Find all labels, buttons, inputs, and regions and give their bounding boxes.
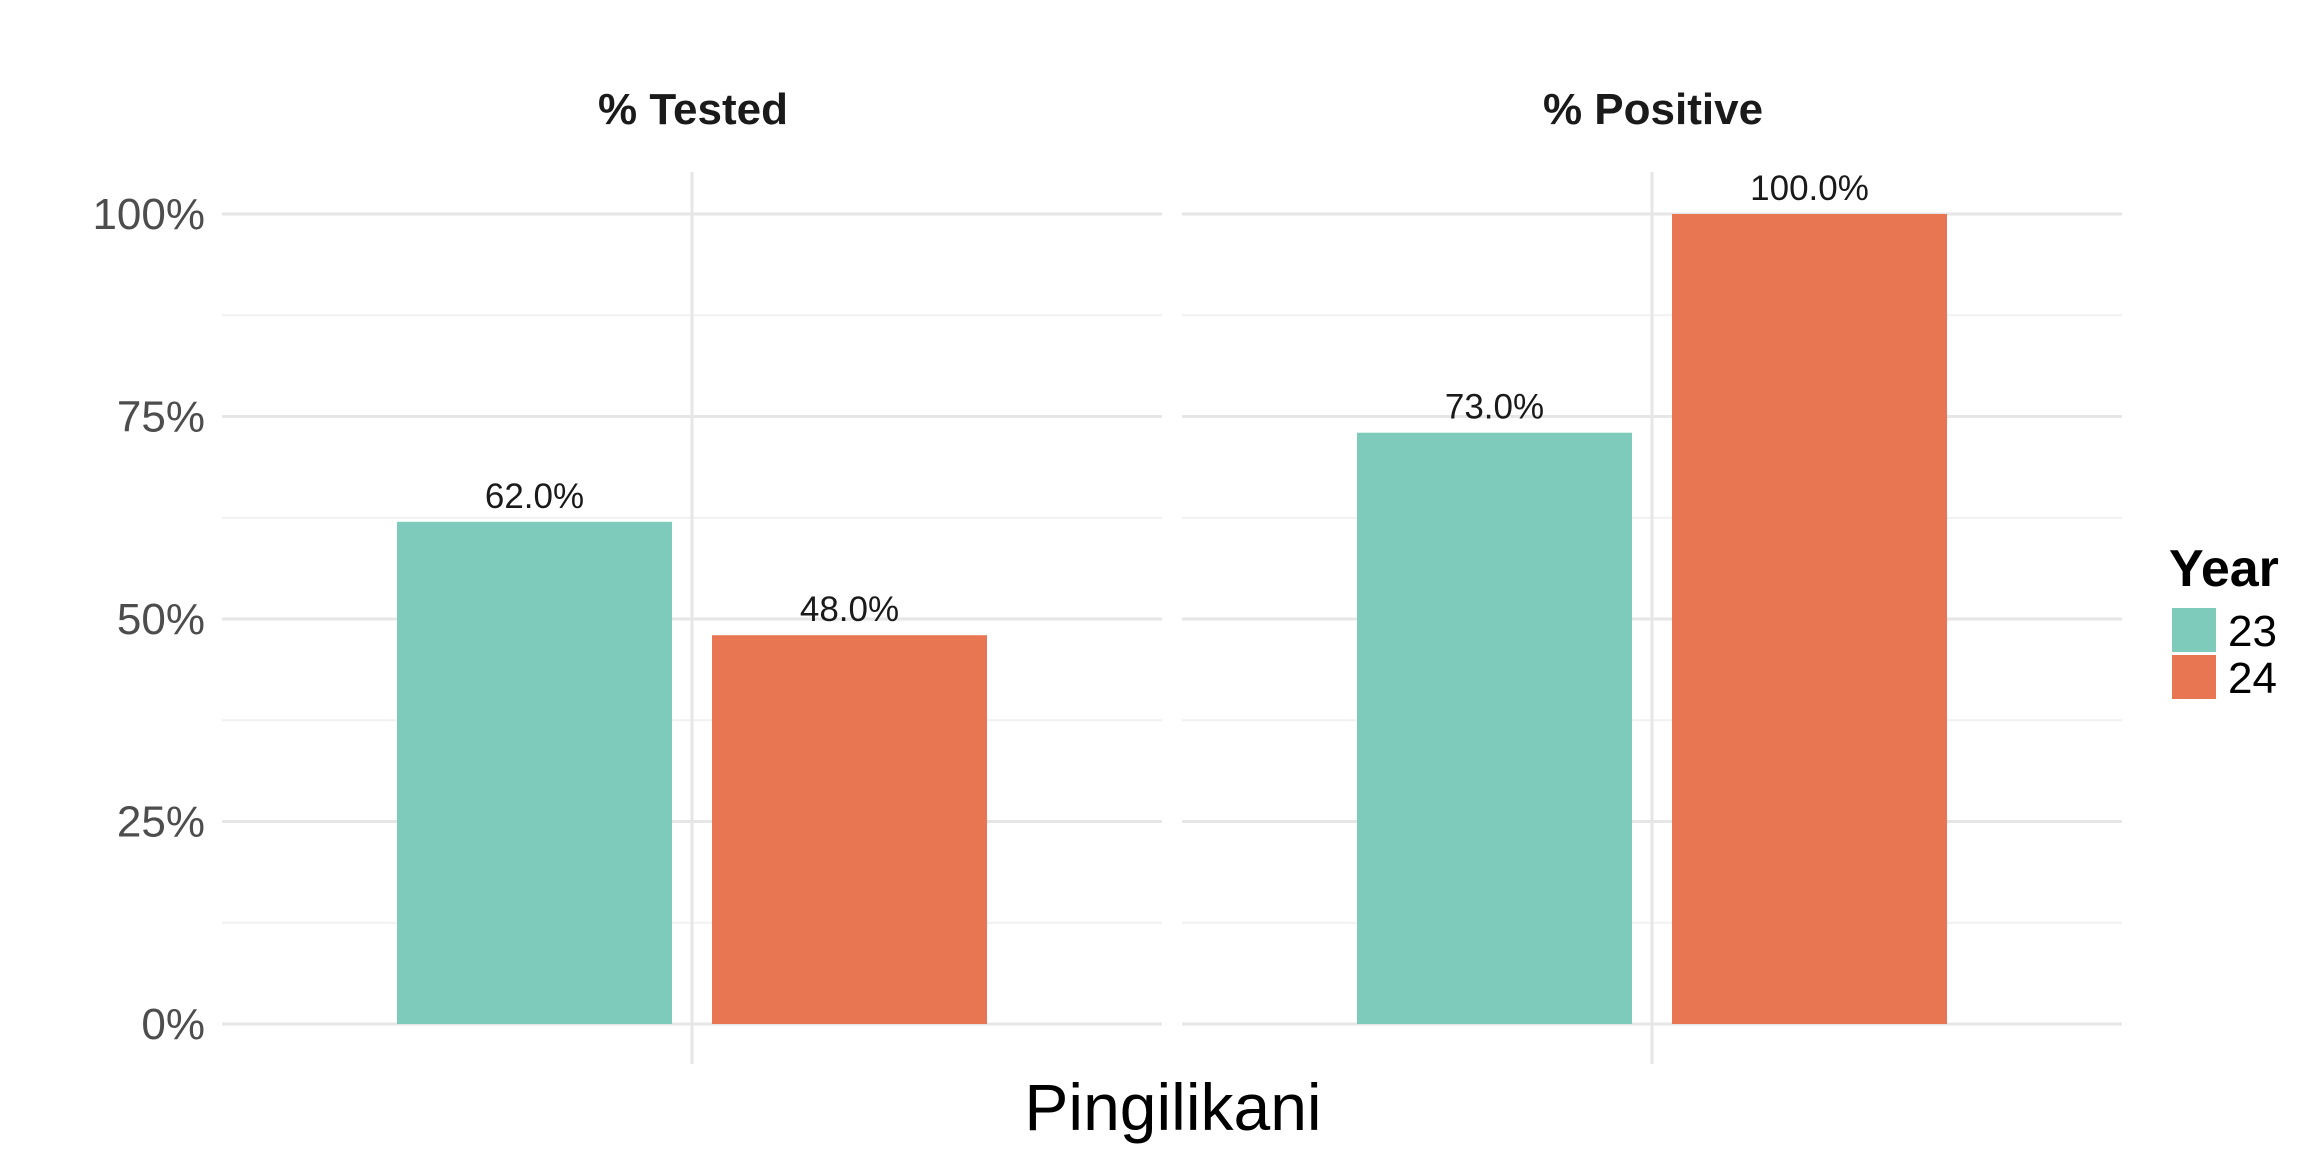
bar-value-label: 62.0% [485,477,584,516]
y-tick-label: 50% [117,595,205,644]
legend: Year 23 24 [2169,540,2279,703]
bar-1-24 [1672,214,1947,1024]
bar-0-24 [712,635,987,1024]
legend-swatch-24 [2172,655,2216,699]
y-tick-label: 0% [141,1000,205,1049]
legend-label-23: 23 [2228,607,2277,656]
y-tick-label: 100% [92,190,205,239]
bar-value-label: 100.0% [1750,169,1869,208]
bars [397,214,1947,1024]
grid-lines [222,172,2122,1064]
bar-0-23 [397,521,672,1024]
y-axis: 0% 25% 50% 75% 100% [92,190,205,1049]
y-tick-label: 75% [117,393,205,442]
bar-value-label: 73.0% [1445,388,1544,427]
y-tick-label: 25% [117,798,205,847]
bar-1-23 [1357,432,1632,1024]
legend-label-24: 24 [2228,654,2277,703]
facet-title-positive: % Positive [1543,85,1763,134]
legend-swatch-23 [2172,608,2216,652]
facet-title-tested: % Tested [598,85,788,134]
bar-labels: 62.0% 48.0% 73.0% 100.0% [485,169,1869,629]
bar-value-label: 48.0% [800,590,899,629]
x-axis-label: Pingilikani [1024,1070,1321,1144]
legend-title: Year [2169,540,2279,598]
